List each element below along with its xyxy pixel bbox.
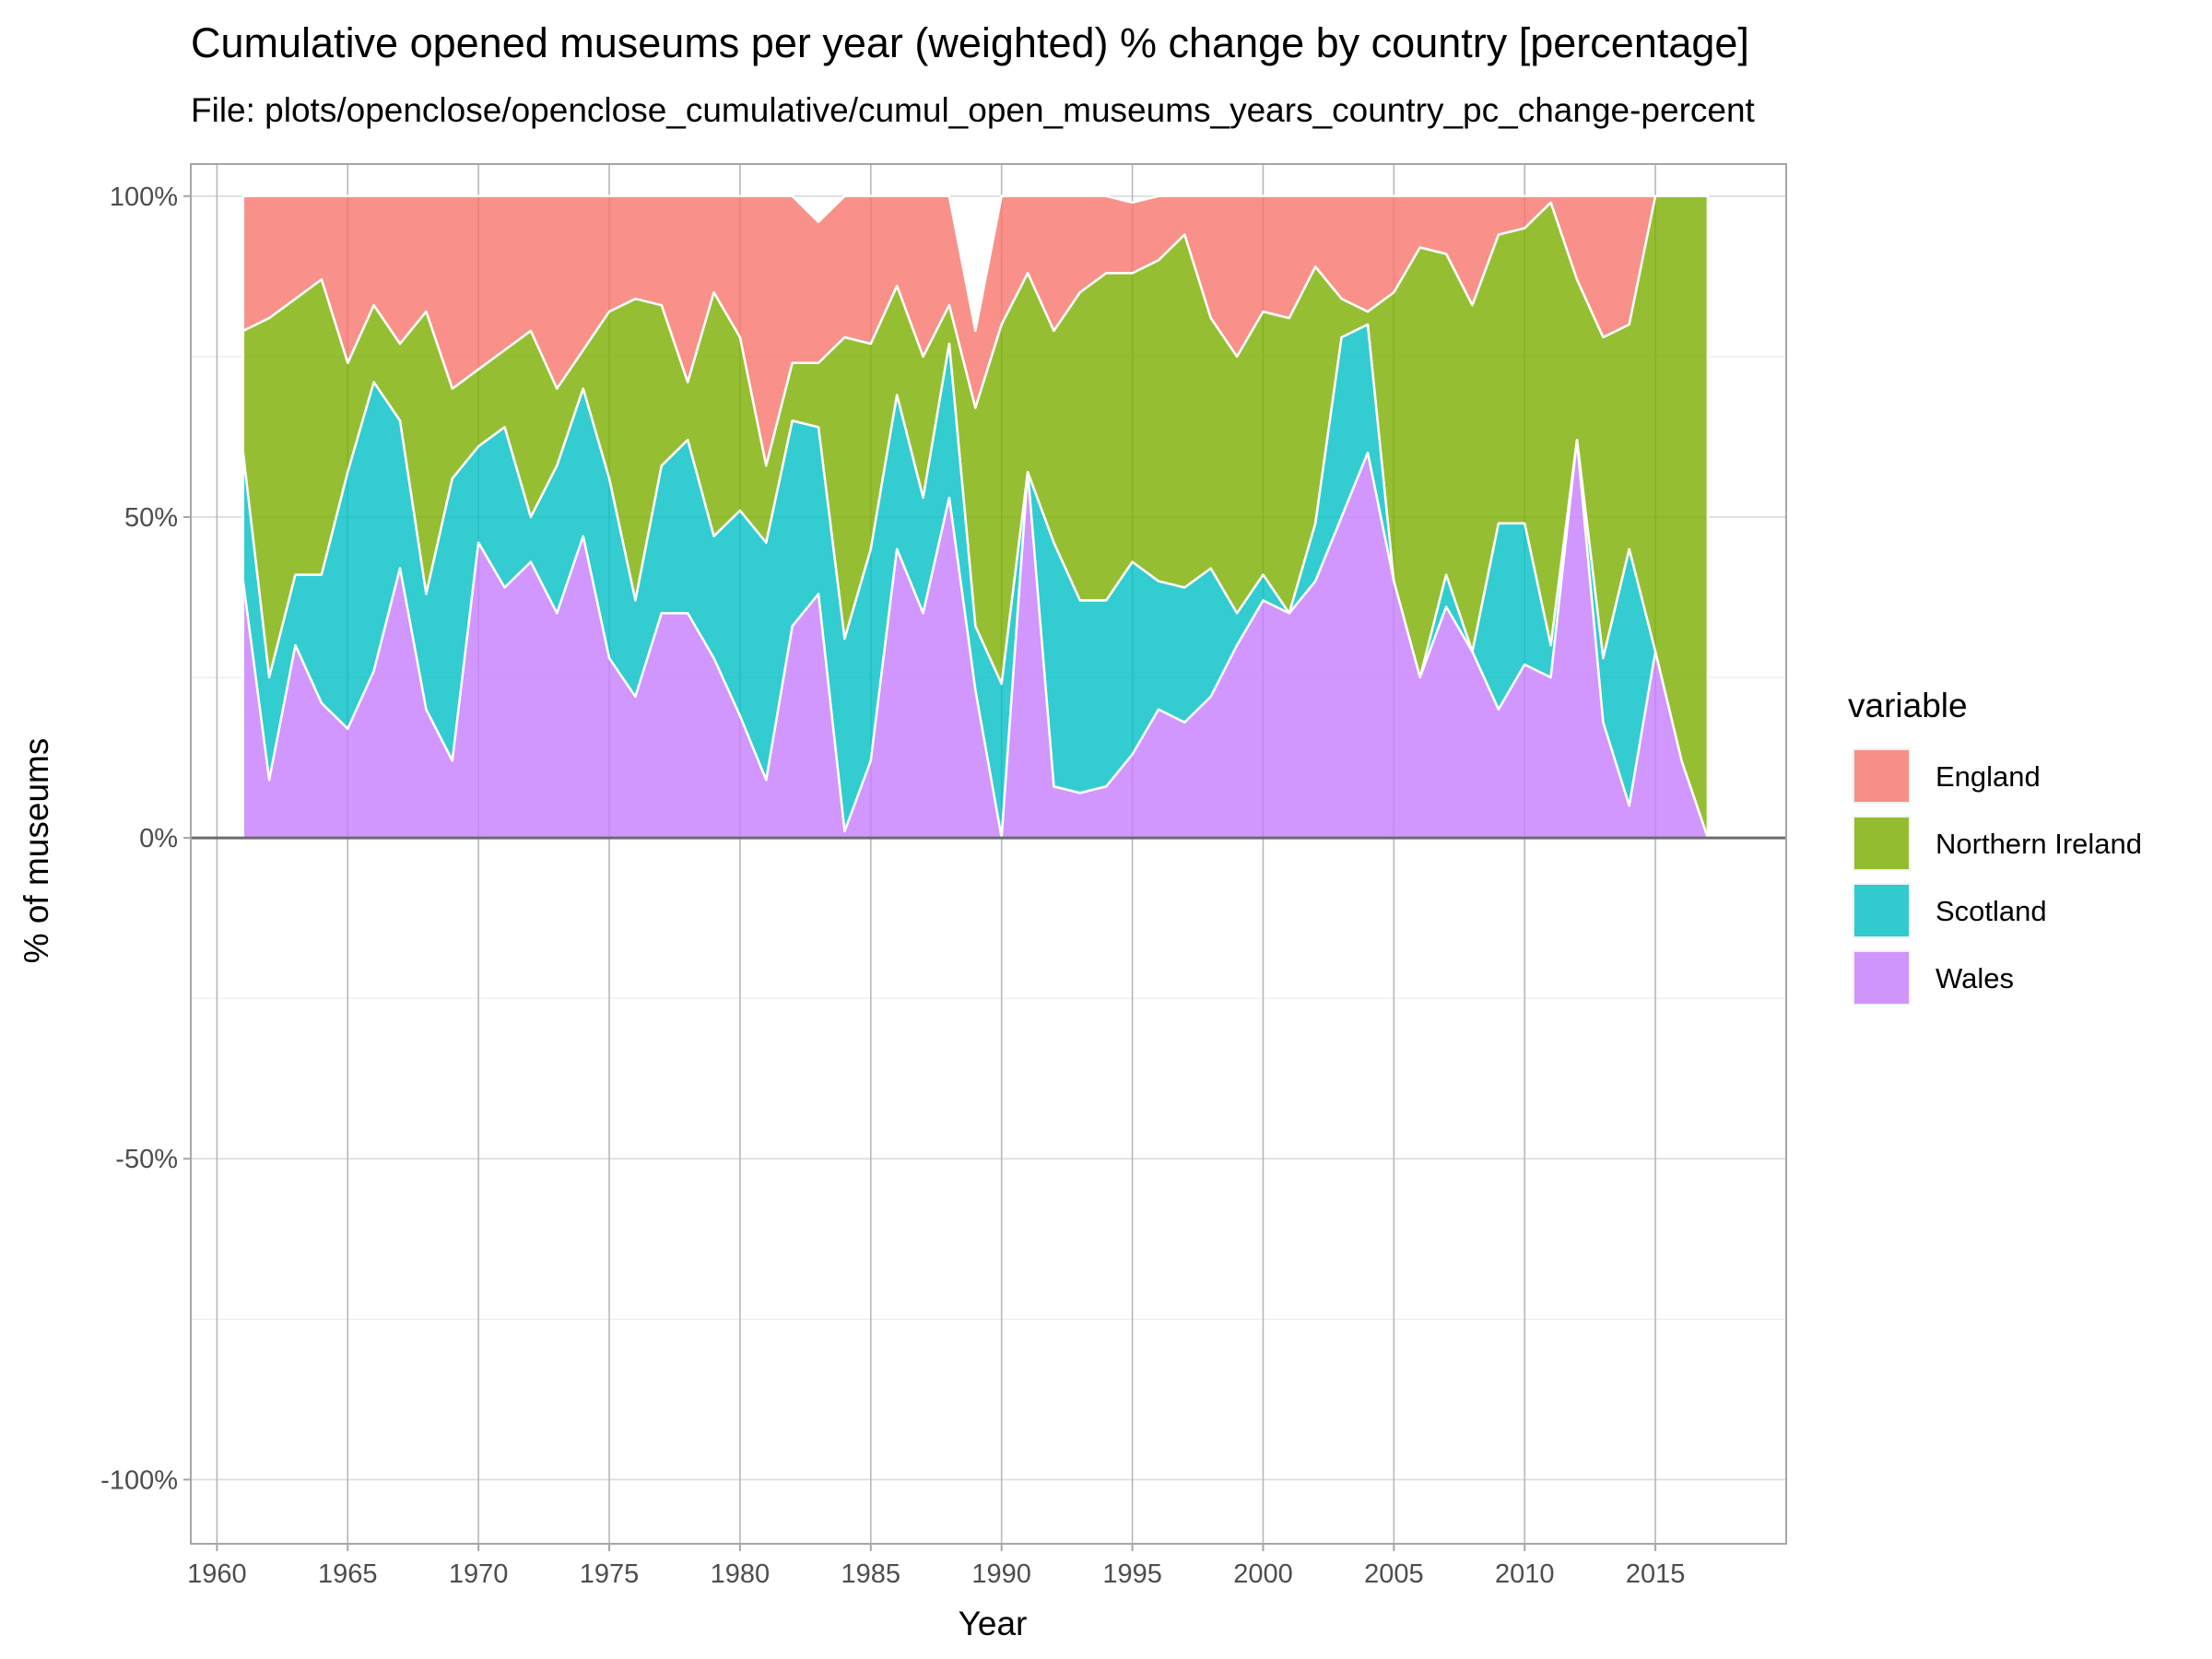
x-tick-label: 1985 <box>841 1559 901 1589</box>
legend-label-scotland: Scotland <box>1936 895 2047 927</box>
area-layers <box>241 194 1710 840</box>
x-tick-label: 1970 <box>449 1559 509 1589</box>
x-tick-label: 1965 <box>318 1559 378 1589</box>
x-tick-label: 1990 <box>971 1559 1031 1589</box>
x-tick-label: 2000 <box>1233 1559 1293 1589</box>
x-axis-ticks: 1960 1965 1970 1975 1980 1985 1990 1995 2000 2005… <box>187 1544 1685 1589</box>
x-tick-label: 1980 <box>711 1559 771 1589</box>
legend-swatch-england <box>1854 750 1909 802</box>
x-tick-label: 1995 <box>1102 1559 1162 1589</box>
legend-label-england: England <box>1936 760 2041 793</box>
plot-frame <box>190 163 1787 1545</box>
chart-title: Cumulative opened museums per year (weig… <box>191 19 1749 66</box>
panel-border <box>190 163 1787 1545</box>
x-tick-label: 1975 <box>580 1559 640 1589</box>
y-tick-label: 100% <box>110 182 178 212</box>
y-tick-label: 0% <box>139 824 178 853</box>
x-tick-label: 2010 <box>1495 1559 1555 1589</box>
legend-label-wales: Wales <box>1936 962 2014 994</box>
x-tick-label: 2015 <box>1626 1559 1686 1589</box>
legend-label-northern-ireland: Northern Ireland <box>1936 828 2142 860</box>
y-tick-label: 50% <box>124 503 178 533</box>
y-axis-ticks: 100% 50% 0% -50% -100% <box>100 182 191 1495</box>
legend-swatch-northern-ireland <box>1854 818 1909 869</box>
legend-swatch-scotland <box>1854 885 1909 936</box>
legend: variable England Northern Ireland Scotland… <box>1848 687 2142 1006</box>
x-tick-label: 2005 <box>1364 1559 1424 1589</box>
legend-title: variable <box>1848 687 1968 724</box>
x-tick-label: 1960 <box>187 1559 247 1589</box>
legend-swatch-wales <box>1854 952 1909 1004</box>
chart-subtitle: File: plots/openclose/openclose_cumulati… <box>191 91 1756 129</box>
x-axis-title: Year <box>959 1605 1028 1642</box>
y-axis-title: % of museums <box>18 738 55 964</box>
y-tick-label: -100% <box>100 1465 178 1495</box>
y-tick-label: -50% <box>115 1145 178 1174</box>
